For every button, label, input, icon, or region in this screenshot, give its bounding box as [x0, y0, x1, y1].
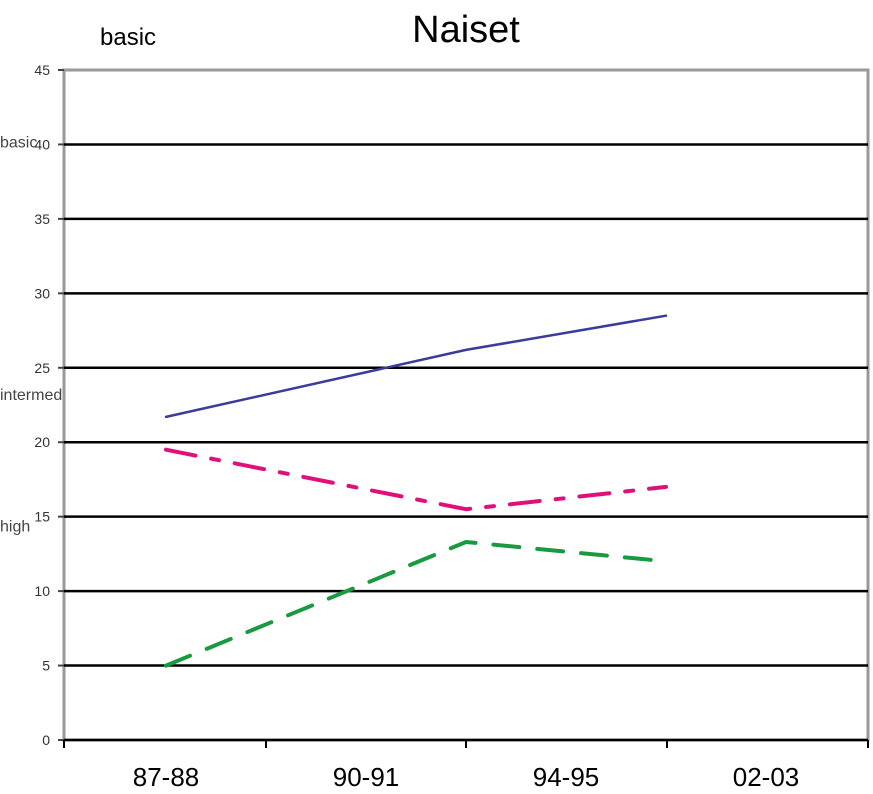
- series-line-basic: [164, 314, 668, 419]
- y-tick-label-30: 30: [34, 285, 50, 301]
- series-label-intermed: intermed: [0, 387, 62, 404]
- chart-title: Naiset: [412, 9, 520, 51]
- x-tick-label-94-95: 94-95: [533, 762, 600, 792]
- y-tick-label-5: 5: [42, 658, 50, 674]
- x-tick-label-90-91: 90-91: [333, 762, 400, 792]
- series-label-high: high: [0, 519, 30, 536]
- series-lines: [164, 314, 668, 668]
- y-tick-label-40: 40: [34, 136, 50, 152]
- x-tick-label-02-03: 02-03: [733, 762, 800, 792]
- plot-area-border: [62, 68, 870, 742]
- series-line-intermed: [164, 447, 668, 512]
- grid-lines: [64, 143, 868, 667]
- y-axis-ticks: 0 5 10 15 20 25 30 35 40 45: [34, 62, 64, 748]
- x-axis: 87-88 90-91 94-95 02-03: [63, 738, 869, 792]
- series-line-high: [164, 540, 668, 668]
- y-tick-label-25: 25: [34, 360, 50, 376]
- y-tick-label-0: 0: [42, 732, 50, 748]
- y-tick-label-10: 10: [34, 583, 50, 599]
- corner-label: basic: [100, 24, 156, 51]
- y-tick-label-35: 35: [34, 211, 50, 227]
- y-tick-label-20: 20: [34, 434, 50, 450]
- y-tick-label-45: 45: [34, 62, 50, 78]
- series-label-basic: basic: [0, 134, 37, 151]
- x-tick-label-87-88: 87-88: [133, 762, 200, 792]
- y-tick-label-15: 15: [34, 509, 50, 525]
- series-labels: basic intermed high: [0, 134, 62, 535]
